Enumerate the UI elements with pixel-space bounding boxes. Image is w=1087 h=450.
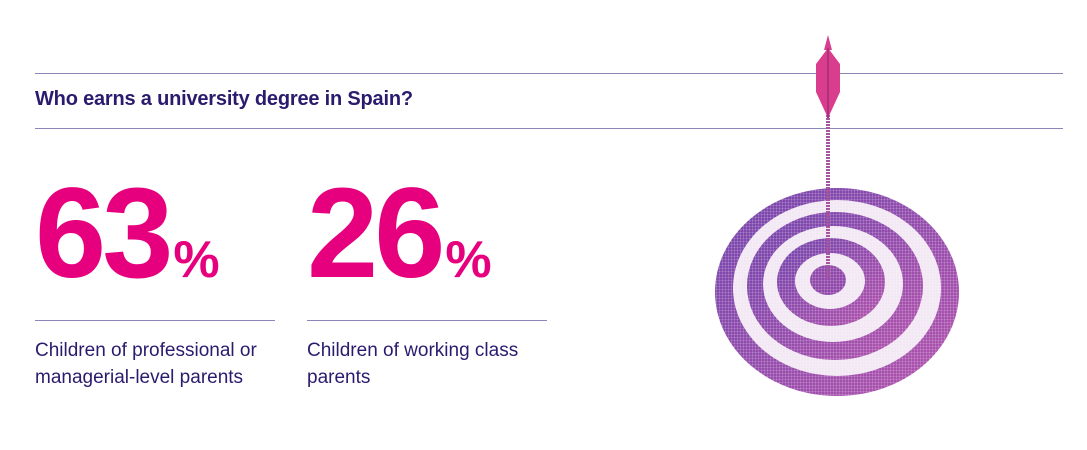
stat-label: Children of professional or managerial-l… [35, 340, 257, 388]
stat-number: 26% [307, 170, 547, 298]
target-illustration [715, 35, 959, 396]
stat-number: 63% [35, 170, 275, 298]
stat-value: 63 [35, 162, 173, 305]
arrow [816, 35, 840, 278]
stat-value: 26 [307, 162, 445, 305]
stat-unit: % [445, 231, 492, 289]
separator [307, 320, 547, 321]
separator [35, 320, 275, 321]
stat-unit: % [173, 231, 220, 289]
top-rule [35, 73, 1063, 74]
stat: 63% Children of professional or manageri… [35, 170, 275, 391]
target [715, 188, 959, 396]
title: Who earns a university degree in Spain? [35, 88, 413, 110]
stat: 26% Children of working class parents [307, 170, 547, 391]
stat-label: Children of working class parents [307, 340, 519, 388]
bottom-rule [35, 128, 1063, 129]
